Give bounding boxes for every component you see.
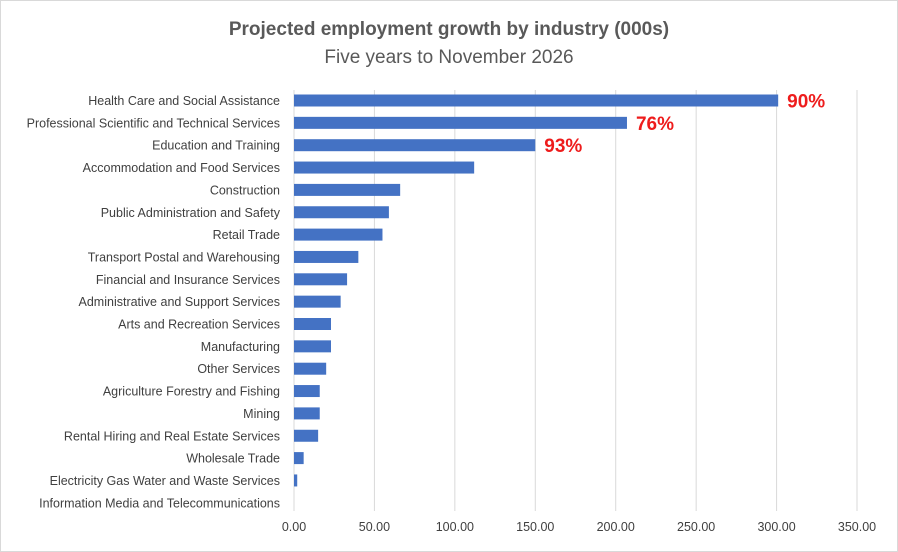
bar bbox=[294, 250, 359, 263]
x-tick-label: 0.00 bbox=[282, 520, 306, 534]
category-label: Education and Training bbox=[152, 139, 280, 153]
category-label: Rental Hiring and Real Estate Services bbox=[64, 429, 280, 443]
chart-title: Projected employment growth by industry … bbox=[229, 19, 669, 40]
x-tick-label: 200.00 bbox=[597, 520, 635, 534]
annotation-label: 76% bbox=[636, 114, 674, 135]
bar bbox=[294, 116, 627, 129]
annotation-label: 90% bbox=[787, 92, 825, 113]
bar bbox=[294, 139, 536, 152]
category-label: Agriculture Forestry and Fishing bbox=[103, 385, 280, 399]
bar bbox=[294, 474, 298, 487]
bar bbox=[294, 94, 779, 107]
bar bbox=[294, 183, 401, 196]
bar bbox=[294, 429, 319, 442]
bar bbox=[294, 318, 331, 330]
bar bbox=[294, 340, 331, 353]
x-tick-label: 250.00 bbox=[677, 520, 715, 534]
category-label: Information Media and Telecommunications bbox=[39, 496, 280, 510]
category-label: Health Care and Social Assistance bbox=[88, 94, 280, 108]
category-label: Electricity Gas Water and Waste Services bbox=[50, 474, 280, 488]
bar bbox=[294, 452, 304, 465]
annotation-label: 93% bbox=[544, 136, 582, 157]
category-label: Wholesale Trade bbox=[186, 452, 280, 466]
category-label: Retail Trade bbox=[213, 228, 280, 242]
bar bbox=[294, 362, 327, 375]
bar bbox=[294, 161, 475, 174]
bar bbox=[294, 385, 320, 398]
x-tick-label: 300.00 bbox=[757, 520, 795, 534]
bar bbox=[294, 295, 341, 308]
category-label: Professional Scientific and Technical Se… bbox=[27, 116, 280, 130]
bar bbox=[294, 228, 383, 241]
category-label: Accommodation and Food Services bbox=[83, 161, 280, 175]
x-tick-label: 50.00 bbox=[359, 520, 390, 534]
bar bbox=[294, 206, 389, 219]
category-label: Transport Postal and Warehousing bbox=[88, 250, 280, 264]
bar bbox=[294, 407, 320, 420]
x-tick-label: 350.00 bbox=[838, 520, 876, 534]
category-label: Administrative and Support Services bbox=[79, 295, 280, 309]
category-label: Mining bbox=[243, 407, 280, 421]
category-label: Arts and Recreation Services bbox=[118, 318, 280, 332]
x-tick-label: 100.00 bbox=[436, 520, 474, 534]
category-label: Manufacturing bbox=[201, 340, 280, 354]
chart-subtitle: Five years to November 2026 bbox=[324, 47, 573, 68]
category-label: Construction bbox=[210, 183, 280, 197]
category-label: Other Services bbox=[197, 362, 280, 376]
bar bbox=[294, 273, 348, 286]
category-label: Financial and Insurance Services bbox=[96, 273, 280, 287]
category-label: Public Administration and Safety bbox=[101, 206, 281, 220]
x-tick-label: 150.00 bbox=[516, 520, 554, 534]
